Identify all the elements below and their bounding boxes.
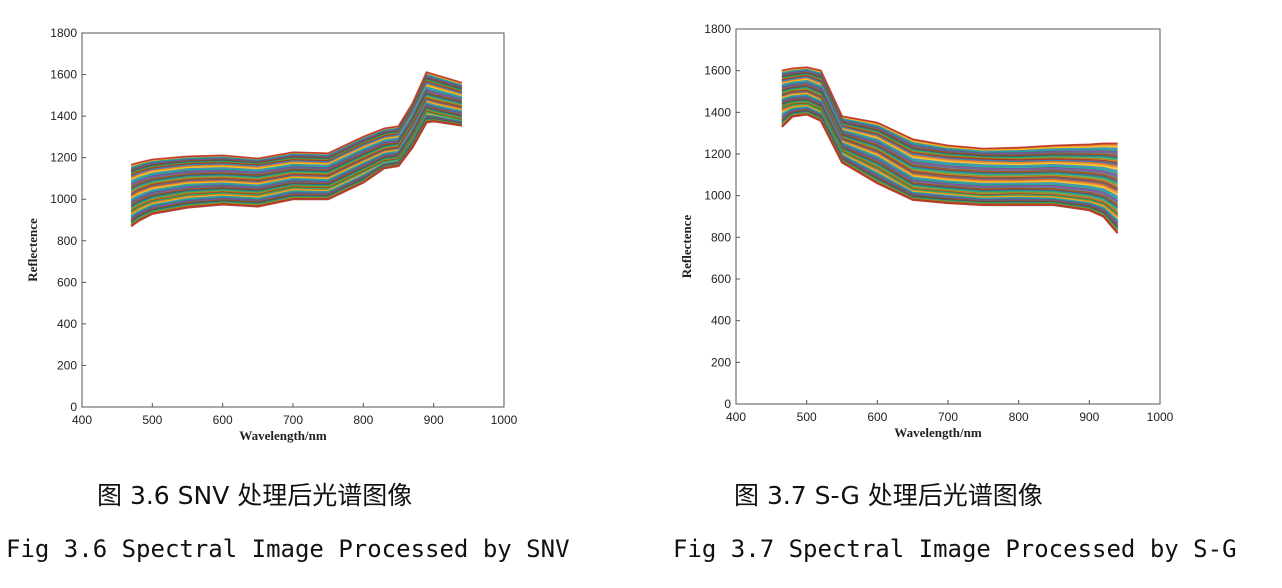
right-caption-chinese: 图 3.7 S-G 处理后光谱图像 [734, 481, 1043, 510]
series-spectrum-mid [781, 90, 1118, 190]
sg-spectra-chart: 400 500 600 700 800 900 1000 0 200 400 600 800 1000 1… [679, 22, 1174, 440]
y-tick-label: 400 [711, 314, 731, 328]
series-spectrum-upper [781, 76, 1118, 165]
left-figure-panel: 400 500 600 700 800 900 1000 0 200 400 600 800 1000 1… [6, 26, 570, 563]
y-tick-label: 0 [70, 400, 77, 414]
spectrum-line [781, 84, 1118, 181]
spectrum-line [130, 83, 463, 180]
x-axis-label: Wavelength/nm [239, 428, 327, 443]
spectrum-line [781, 78, 1118, 171]
series-spectrum-bottom [781, 113, 1119, 234]
y-tick-label: 1400 [704, 105, 731, 119]
x-tick-label: 800 [353, 413, 373, 427]
y-tick-label: 1600 [50, 68, 77, 82]
spectrum-line [781, 81, 1118, 175]
y-tick-label: 600 [711, 272, 731, 286]
x-tick-label: 900 [1079, 410, 1099, 424]
spectrum-line [130, 90, 463, 188]
right-figure-panel: 400 500 600 700 800 900 1000 0 200 400 600 800 1000 1… [641, 0, 1282, 588]
series-spectrum-mid [130, 98, 462, 196]
y-tick-label: 1000 [50, 192, 77, 206]
spectra-lines [781, 66, 1119, 234]
x-tick-label: 900 [424, 413, 444, 427]
x-tick-label: 1000 [491, 413, 518, 427]
spectrum-line [781, 77, 1118, 169]
series-spectrum-top [781, 66, 1118, 150]
series-spectrum-top [131, 71, 462, 166]
x-tick-label: 400 [72, 413, 92, 427]
x-tick-label: 500 [142, 413, 162, 427]
spectrum-line [781, 86, 1118, 184]
y-tick-label: 1800 [704, 22, 731, 36]
x-tick-label: 600 [213, 413, 233, 427]
x-tick-label: 500 [797, 410, 817, 424]
y-tick-label: 1200 [50, 151, 77, 165]
series-spectrum-lower [781, 103, 1118, 215]
y-tick-label: 1000 [704, 189, 731, 203]
spectrum-line [130, 86, 463, 183]
left-caption-english: Fig 3.6 Spectral Image Processed by SNV [6, 535, 570, 563]
y-axis-label: Reflectence [25, 218, 40, 282]
series-spectrum-lower [130, 111, 462, 213]
y-tick-label: 200 [711, 355, 731, 369]
series-spectrum-upper [130, 82, 462, 177]
x-tick-label: 600 [867, 410, 887, 424]
y-tick-label: 1600 [704, 64, 731, 78]
spectrum-line [781, 88, 1119, 188]
spectrum-line [781, 79, 1118, 173]
y-tick-label: 1200 [704, 147, 731, 161]
x-tick-label: 400 [726, 410, 746, 424]
spectrum-line [130, 93, 463, 191]
x-tick-label: 1000 [1147, 410, 1174, 424]
y-axis-label: Reflectence [679, 215, 694, 279]
y-tick-label: 800 [57, 234, 77, 248]
spectrum-line [781, 83, 1118, 179]
spectrum-line [781, 82, 1118, 177]
spectrum-line [781, 87, 1118, 186]
spectra-lines [130, 71, 463, 228]
y-tick-label: 1400 [50, 109, 77, 123]
y-tick-label: 1800 [50, 26, 77, 40]
series-spectrum-bottom [130, 120, 462, 227]
y-tick-label: 800 [711, 230, 731, 244]
spectrum-line [130, 94, 463, 193]
y-tick-label: 600 [57, 275, 77, 289]
y-tick-label: 200 [57, 358, 77, 372]
left-caption-chinese: 图 3.6 SNV 处理后光谱图像 [97, 481, 413, 510]
y-tick-label: 400 [57, 317, 77, 331]
x-tick-label: 700 [938, 410, 958, 424]
x-tick-label: 800 [1009, 410, 1029, 424]
y-tick-label: 0 [724, 397, 731, 411]
snv-spectra-chart: 400 500 600 700 800 900 1000 0 200 400 600 800 1000 1… [25, 26, 518, 443]
right-caption-english: Fig 3.7 Spectral Image Processed by S-G [673, 535, 1237, 563]
x-axis-label: Wavelength/nm [894, 425, 982, 440]
spectrum-line [130, 88, 463, 186]
x-tick-label: 700 [283, 413, 303, 427]
